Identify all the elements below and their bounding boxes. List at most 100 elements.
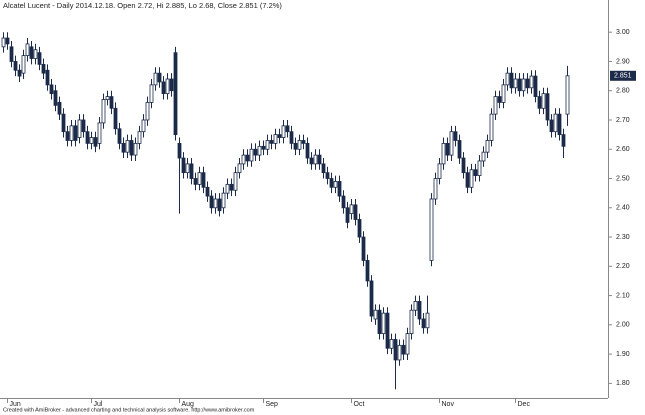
y-tick-label: 3.00 — [616, 29, 630, 36]
candle-body — [285, 125, 290, 133]
candle-body — [33, 49, 38, 59]
x-tick-label: Aug — [182, 401, 195, 408]
candle-body — [557, 113, 562, 136]
y-tick-label: 2.10 — [616, 292, 630, 299]
candle-body — [337, 181, 342, 197]
candle-body — [481, 151, 486, 162]
candle-body — [265, 140, 270, 150]
candle-body — [369, 280, 374, 317]
candle-body — [293, 142, 298, 150]
candle-body — [117, 128, 122, 144]
candle-body — [317, 154, 322, 165]
candle-body — [1, 37, 6, 48]
candle-body — [109, 96, 114, 109]
candle-body — [233, 172, 238, 191]
candle-body — [93, 137, 98, 147]
candle-body — [29, 46, 34, 59]
candle-body — [361, 236, 366, 261]
candle-body — [197, 172, 202, 185]
y-tick-label: 2.50 — [616, 175, 630, 182]
candle-body — [141, 119, 146, 133]
candle-body — [561, 134, 566, 147]
y-tick-label: 2.00 — [616, 322, 630, 329]
candle-body — [37, 52, 42, 65]
candle-body — [305, 142, 310, 159]
candle-body — [365, 260, 370, 282]
candle-body — [217, 198, 222, 212]
candle-body — [453, 131, 458, 141]
candle-body — [425, 312, 430, 329]
candle-body — [461, 157, 466, 174]
y-tick-label: 2.60 — [616, 146, 630, 153]
candle-body — [49, 84, 54, 95]
candle-body — [397, 344, 402, 361]
candle-body — [385, 312, 390, 349]
candle-body — [345, 207, 350, 223]
candle-body — [505, 72, 510, 86]
candle-body — [73, 125, 78, 141]
y-tick-label: 2.90 — [616, 58, 630, 65]
candle-body — [21, 55, 26, 74]
candle-body — [301, 140, 306, 144]
candle-body — [133, 142, 138, 156]
candle-body — [545, 93, 550, 121]
candle-body — [177, 142, 182, 159]
candle-body — [205, 186, 210, 197]
x-tick-label: Nov — [442, 401, 455, 408]
candle-body — [433, 178, 438, 200]
x-tick-label: Jul — [94, 401, 103, 408]
candle-body — [357, 219, 362, 238]
y-tick-label: 1.80 — [616, 380, 630, 387]
candle-body — [129, 140, 134, 156]
candle-body — [201, 172, 206, 188]
candle-body — [321, 163, 326, 174]
candle-body — [269, 140, 274, 144]
candle-body — [77, 119, 82, 138]
candle-body — [541, 93, 546, 109]
candle-body — [245, 154, 250, 162]
y-tick-label: 2.40 — [616, 205, 630, 212]
candle-body — [449, 131, 454, 156]
candle-body — [145, 102, 150, 121]
candle-body — [501, 84, 506, 103]
candle-body — [313, 154, 318, 165]
candle-body — [373, 309, 378, 320]
candle-body — [249, 148, 254, 162]
candle-body — [281, 125, 286, 138]
candle-body — [221, 192, 226, 209]
candle-body — [189, 163, 194, 179]
candle-body — [185, 163, 190, 174]
candle-body — [401, 344, 406, 355]
candle-body — [261, 145, 266, 150]
candle-body — [489, 113, 494, 141]
candle-body — [445, 142, 450, 156]
candle-body — [257, 145, 262, 156]
y-tick-label: 2.20 — [616, 263, 630, 270]
candle-body — [125, 140, 130, 153]
candle-body — [329, 178, 334, 188]
candle-body — [341, 195, 346, 209]
y-tick-label: 2.70 — [616, 117, 630, 124]
x-tick-label: Jun — [10, 401, 21, 408]
candle-body — [105, 96, 110, 100]
candle-body — [153, 72, 158, 86]
candle-body — [65, 131, 70, 141]
candle-body — [213, 198, 218, 209]
candle-body — [525, 78, 530, 89]
candle-body — [289, 131, 294, 144]
candle-body — [165, 78, 170, 95]
candle-body — [473, 169, 478, 176]
x-tick-label: Sep — [266, 401, 279, 408]
candle-body — [157, 72, 162, 83]
candle-body — [389, 339, 394, 349]
candle-body — [41, 63, 46, 74]
y-tick-label: 1.90 — [616, 351, 630, 358]
candle-body — [521, 78, 526, 92]
candle-body — [161, 81, 166, 95]
candle-body — [517, 78, 522, 92]
candle-body — [497, 96, 502, 103]
candle-body — [101, 99, 106, 124]
candle-body — [193, 178, 198, 185]
y-tick-label: 2.30 — [616, 234, 630, 241]
